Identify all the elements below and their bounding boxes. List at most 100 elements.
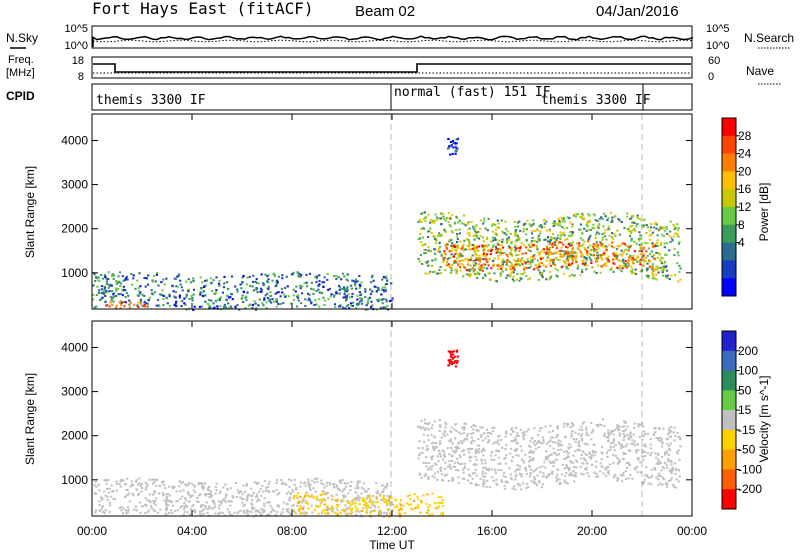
power-echo-cell [356,298,359,301]
power-echo-cell [315,290,318,292]
velocity-echo-cell [100,498,104,501]
power-echo-cell [537,269,540,272]
velocity-echo-cell [372,495,375,497]
power-echo-cell [663,246,666,249]
velocity-echo-cell [483,482,486,485]
power-echo-cell [570,250,573,253]
velocity-echo-cell [409,503,412,506]
power-echo-cell [496,249,499,252]
power-echo-cell [516,234,519,237]
power-echo-cell [569,221,572,224]
power-echo-cell [550,236,553,239]
velocity-echo-cell [541,436,545,439]
power-echo-cell [104,295,107,297]
power-echo-cell [245,299,248,302]
velocity-echo-cell [609,448,612,451]
power-echo-cell [521,257,524,260]
power-echo-cell [490,224,494,227]
velocity-echo-cell [665,452,668,455]
power-echo-cell [462,259,465,262]
power-echo-cell [486,260,489,263]
power-echo-cell [653,254,656,256]
power-echo-cell [95,305,98,308]
power-echo-cell [474,263,477,266]
power-echo-cell [461,246,464,249]
velocity-echo-cell [241,493,244,496]
power-echo-cell [455,250,458,253]
power-echo-cell [473,238,476,241]
power-echo-cell [318,283,321,286]
velocity-echo-cell [515,447,518,450]
velocity-echo-cell [522,461,525,464]
power-echo-cell [117,293,120,296]
power-echo-cell [501,258,504,261]
power-echo-cell [651,244,654,247]
velocity-echo-cell [469,481,472,484]
power-echo-cell [143,301,146,304]
power-echo-cell [647,277,650,280]
power-echo-cell [628,230,631,232]
power-echo-cell [528,277,532,280]
velocity-echo-cell [547,473,551,476]
velocity-echo-cell [255,509,258,512]
power-echo-cell [168,293,171,296]
power-echo-cell [314,299,317,302]
velocity-echo-cell [419,452,422,455]
power-echo-cell [468,245,471,248]
velocity-echo-cell [213,500,216,503]
power-echo-cell [419,237,422,240]
power-echo-cell [651,242,654,245]
power-echo-cell [604,229,607,232]
velocity-echo-cell [569,426,572,429]
power-echo-cell [588,236,591,239]
velocity-echo-cell [633,422,636,425]
velocity-echo-cell [319,493,322,496]
power-echo-cell [138,292,141,295]
power-echo-cell [639,253,642,256]
velocity-echo-cell [367,506,371,509]
power-echo-cell [590,228,593,231]
power-echo-cell [595,243,598,246]
velocity-echo-cell [568,467,571,470]
power-echo-cell [452,142,455,145]
power-echo-cell [315,276,318,279]
velocity-echo-cell [328,507,331,510]
velocity-echo-cell [520,449,523,452]
power-echo-cell [518,238,521,241]
power-echo-cell [204,279,207,282]
power-echo-cell [455,261,458,264]
velocity-echo-cell [280,479,283,481]
power-echo-cell [497,227,501,229]
velocity-echo-cell [454,446,457,449]
power-echo-cell [574,215,577,218]
velocity-echo-cell [278,492,281,495]
velocity-echo-cell [574,472,577,475]
velocity-echo-cell [375,482,378,484]
velocity-echo-cell [456,461,460,464]
power-echo-cell [191,299,194,302]
power-echo-cell [626,228,629,230]
power-echo-cell [673,225,676,228]
power-echo-cell [292,288,295,291]
velocity-echo-cell [477,438,480,441]
power-echo-cell [451,244,454,247]
power-echo-cell [581,238,584,241]
power-echo-cell [587,213,590,216]
power-echo-cell [166,302,169,305]
power-echo-cell [339,305,342,308]
power-echo-cell [621,242,624,245]
velocity-echo-cell [202,504,205,507]
power-echo-cell [611,220,614,223]
power-echo-cell [578,242,581,245]
power-echo-cell [567,263,570,266]
power-echo-cell [547,254,550,257]
power-echo-cell [102,292,105,294]
power-echo-cell [260,289,263,292]
power-echo-cell [458,232,461,235]
power-echo-cell [585,258,588,261]
velocity-echo-cell [492,442,495,445]
power-echo-cell [312,292,315,295]
velocity-echo-cell [321,511,324,514]
power-echo-cell [498,265,501,268]
